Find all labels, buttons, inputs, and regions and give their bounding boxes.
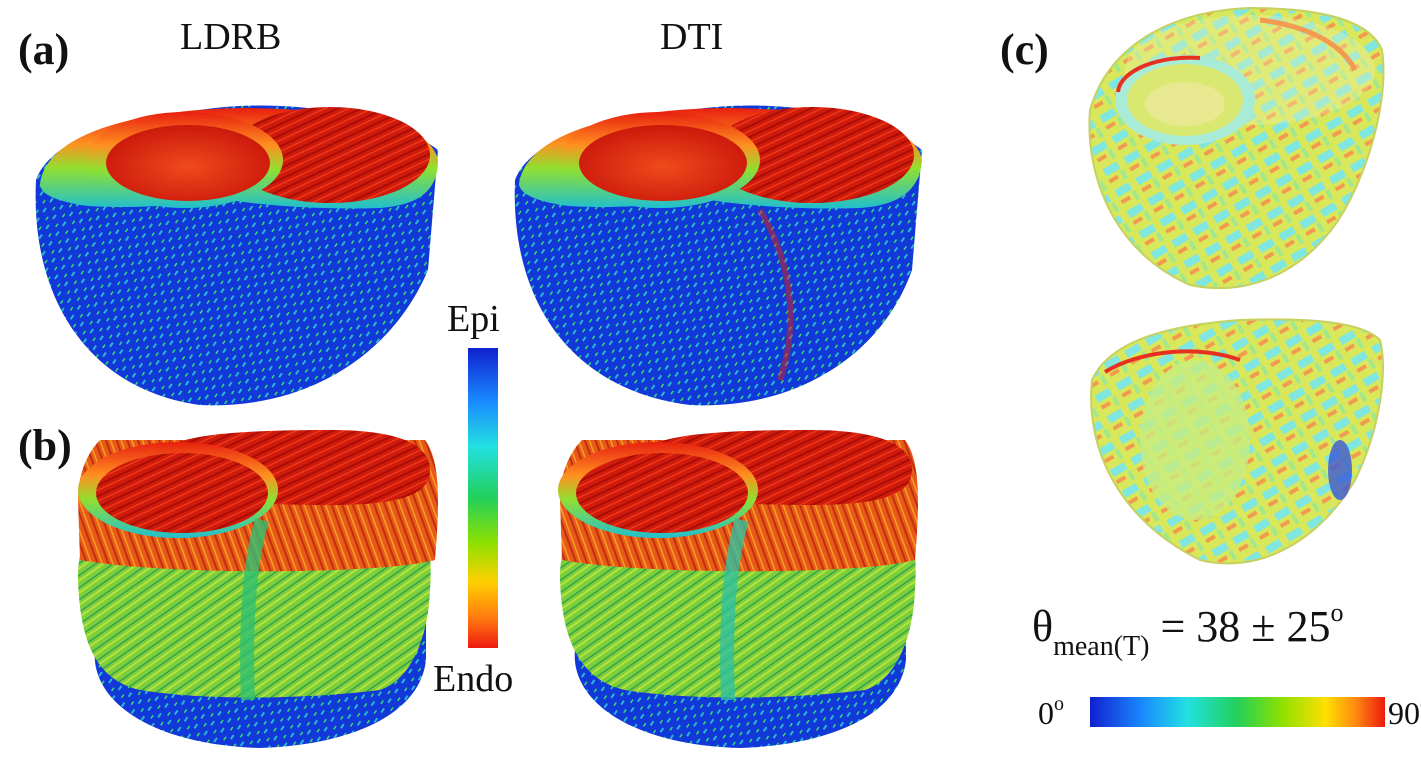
equation-argument: (T) — [1113, 631, 1150, 662]
angle-colorbar — [1090, 697, 1385, 727]
colorbar-top-label: Epi — [447, 298, 500, 340]
panel-label-c: (c) — [1000, 25, 1049, 74]
heart-mesh-c-bottom — [1090, 318, 1384, 565]
column-title-ldrb: LDRB — [180, 16, 282, 58]
equation-symbol: θ — [1032, 602, 1054, 651]
equation-value: = 38 ± 25 — [1160, 602, 1331, 651]
equation-degree: o — [1330, 598, 1344, 627]
epi-endo-colorbar — [468, 348, 498, 648]
equation-subscript: mean — [1053, 631, 1114, 662]
angle-colorbar-max: 90o — [1388, 694, 1421, 731]
colorbar-bottom-label: Endo — [433, 658, 514, 700]
column-title-dti: DTI — [660, 16, 724, 58]
angle-equation: θmean(T) = 38 ± 25o — [1032, 600, 1343, 661]
panel-label-a: (a) — [18, 25, 70, 74]
heart-mesh-c-top — [1088, 6, 1385, 290]
heart-dti-a — [514, 105, 922, 406]
angle-colorbar-min: 0o — [1038, 693, 1064, 731]
heart-ldrb-b — [78, 430, 438, 748]
heart-ldrb-a — [35, 105, 439, 406]
heart-dti-b — [558, 430, 918, 748]
panel-label-b: (b) — [18, 421, 72, 470]
